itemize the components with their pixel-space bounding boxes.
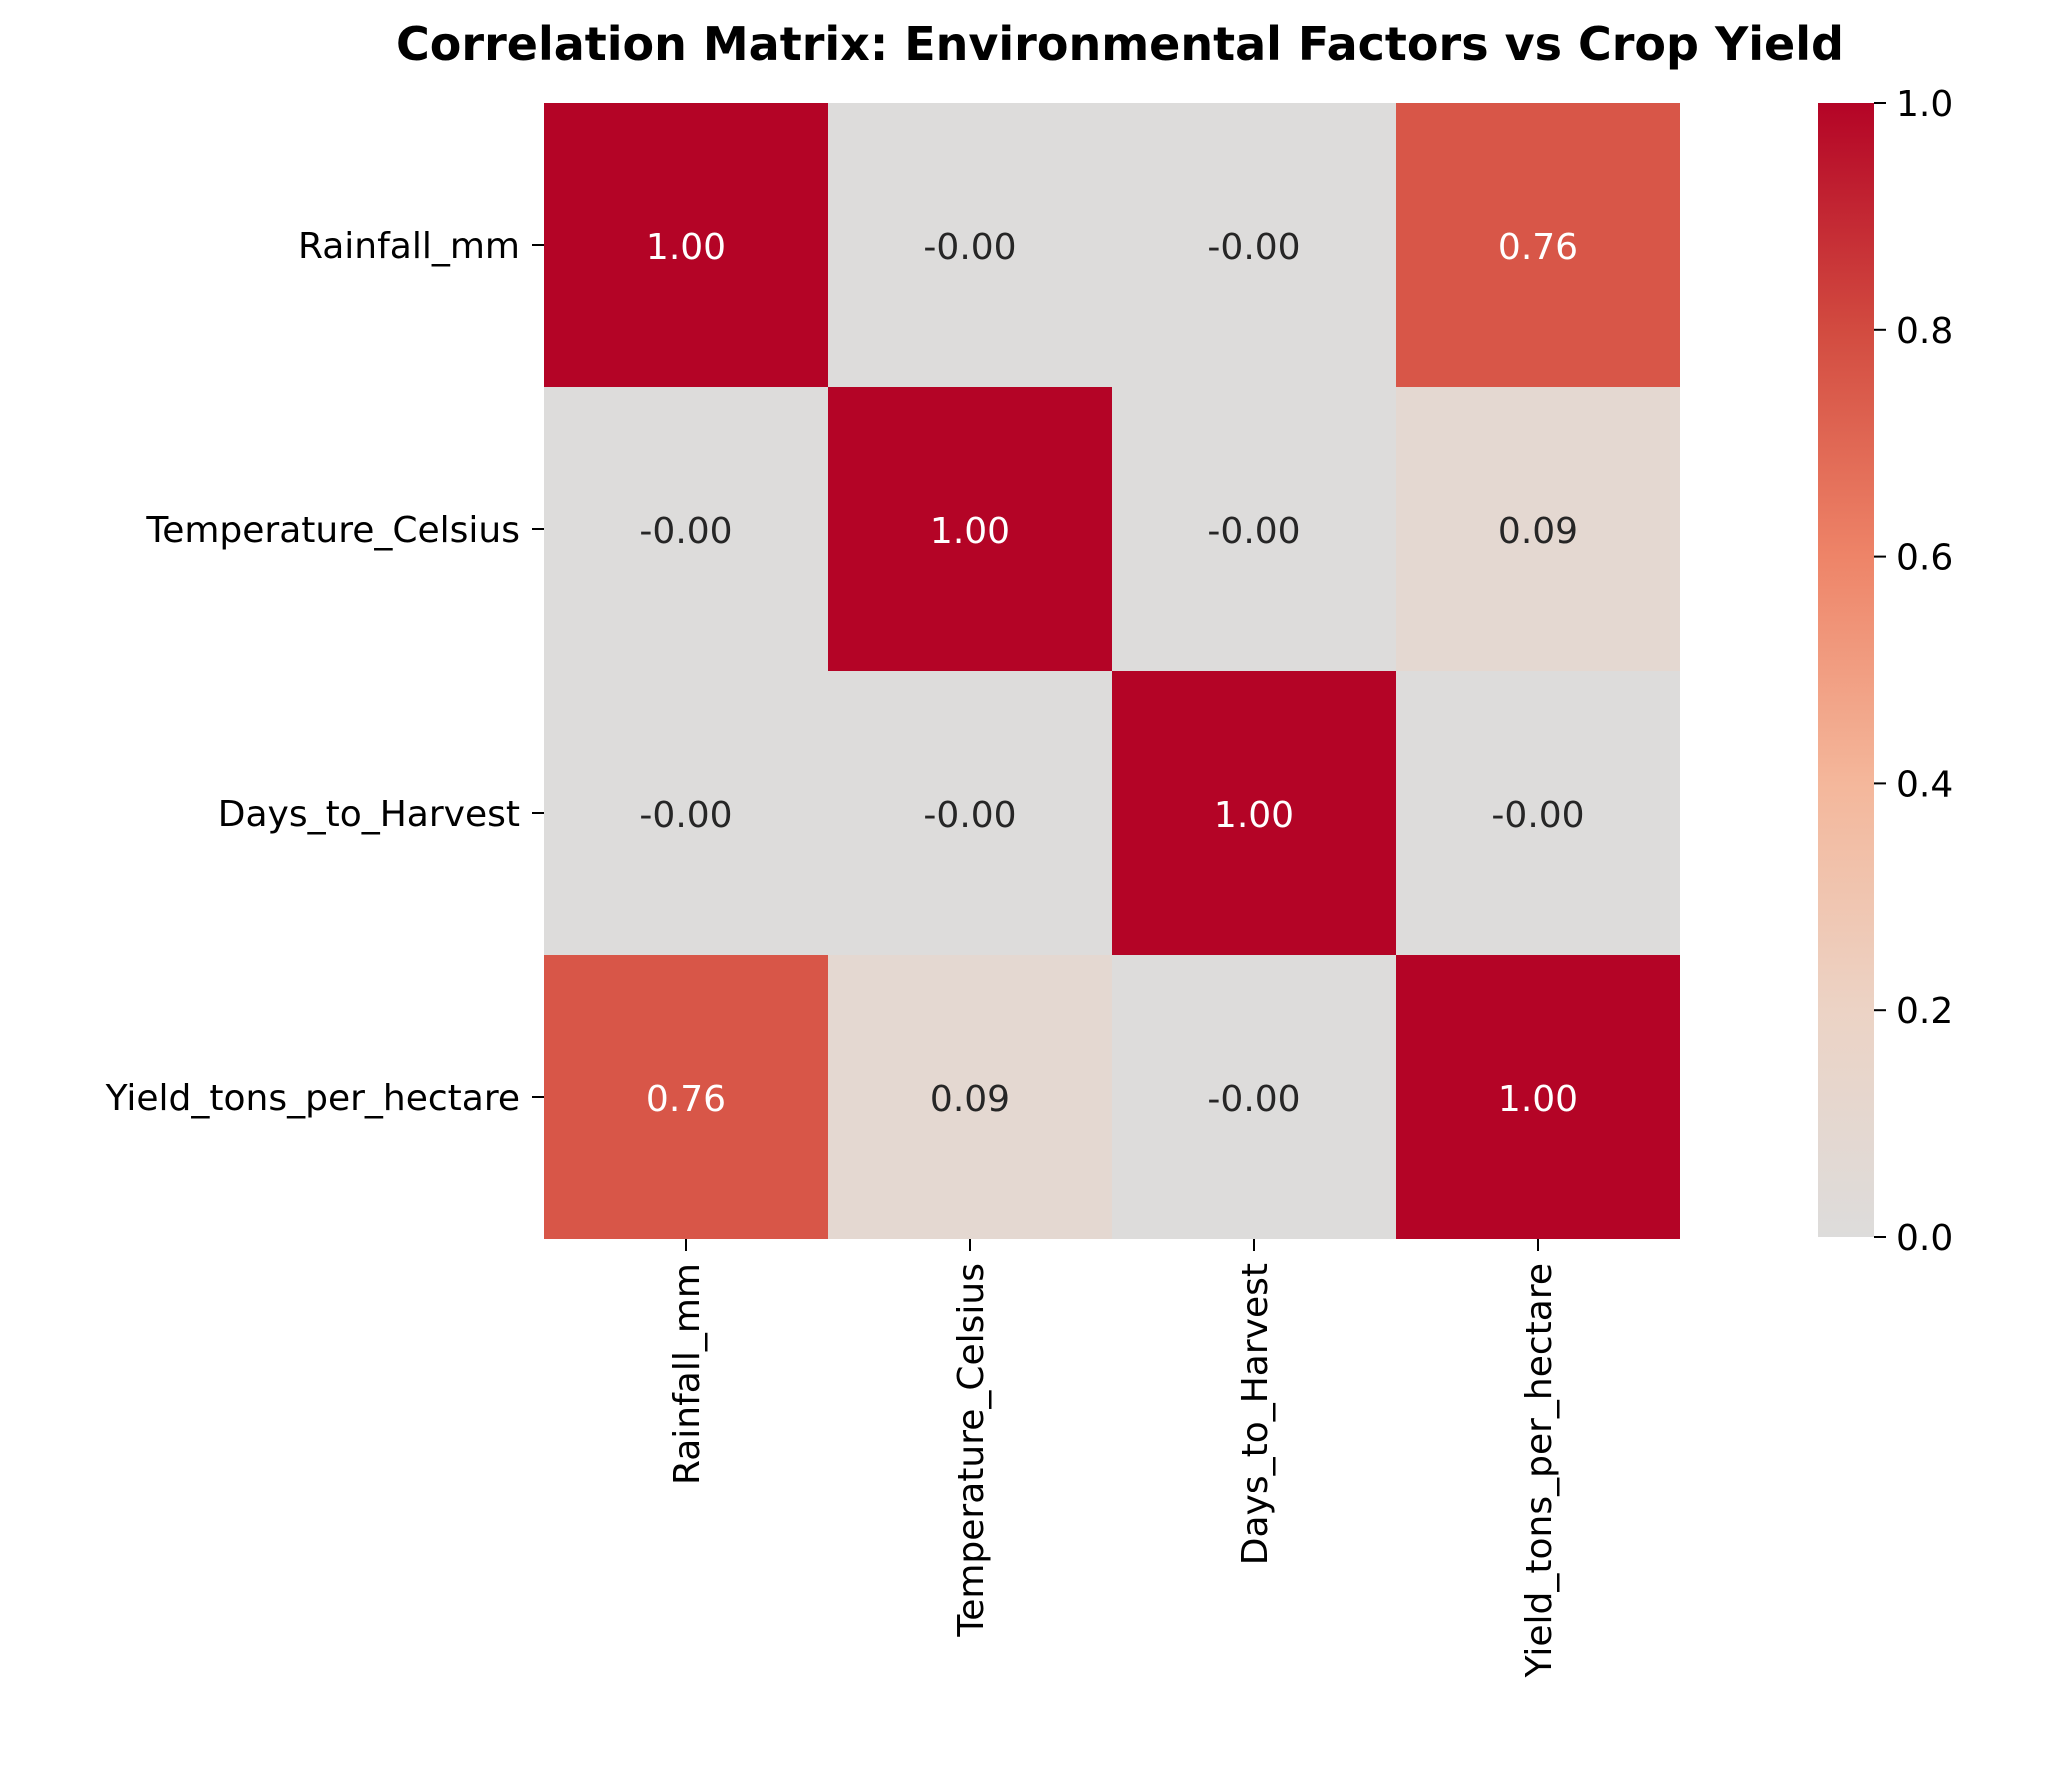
cell-value-label: 0.76: [1498, 227, 1578, 268]
y-tick-label: Rainfall_mm: [298, 226, 520, 267]
heatmap-cell: [1396, 103, 1680, 387]
heatmap-cell: [544, 955, 828, 1239]
chart-title: Correlation Matrix: Environmental Factor…: [396, 17, 1844, 71]
cell-value-label: -0.00: [923, 227, 1016, 268]
cell-value-label: -0.00: [923, 795, 1016, 836]
x-axis: Rainfall_mm Temperature_Celsius Days_to_Ha…: [667, 1239, 1560, 1678]
y-tick-label: Temperature_Celsius: [145, 510, 520, 551]
colorbar-tick-label: 0.0: [1896, 1218, 1953, 1259]
colorbar-tick-label: 1.0: [1896, 84, 1953, 125]
heatmap-cell: [828, 955, 1112, 1239]
heatmap-cell: [544, 387, 828, 671]
heatmap-cell: [1396, 387, 1680, 671]
heatmap-cell: [544, 103, 828, 387]
colorbar-gradient: [1818, 103, 1874, 1237]
heatmap-cell: [828, 103, 1112, 387]
cell-value-label: -0.00: [1207, 227, 1300, 268]
colorbar: 0.0 0.2 0.4 0.6 0.8 1.0: [1818, 84, 1953, 1259]
x-tick-label: Yield_tons_per_hectare: [1519, 1263, 1560, 1678]
heatmap-cell: [1112, 671, 1396, 955]
heatmap-cells: 1.00 -0.00 -0.00 0.76 -0.00 1.00 -0.00 0.09 -0.0…: [544, 103, 1680, 1239]
cell-value-label: -0.00: [639, 795, 732, 836]
cell-value-label: -0.00: [1491, 795, 1584, 836]
cell-value-label: 0.09: [1498, 511, 1578, 552]
cell-value-label: 1.00: [930, 511, 1010, 552]
colorbar-tick-label: 0.2: [1896, 991, 1953, 1032]
heatmap-cell: [544, 671, 828, 955]
x-tick-label: Rainfall_mm: [667, 1263, 708, 1485]
cell-value-label: 0.76: [646, 1079, 726, 1120]
y-tick-label: Yield_tons_per_hectare: [105, 1078, 520, 1119]
heatmap-cell: [1396, 955, 1680, 1239]
x-tick-label: Days_to_Harvest: [1235, 1263, 1276, 1565]
cell-value-label: 0.09: [930, 1079, 1010, 1120]
y-axis: Rainfall_mm Temperature_Celsius Days_to_Ha…: [105, 226, 544, 1119]
y-tick-label: Days_to_Harvest: [218, 794, 520, 835]
cell-value-label: 1.00: [1214, 795, 1294, 836]
colorbar-tick-label: 0.8: [1896, 311, 1953, 352]
heatmap-cell: [1396, 671, 1680, 955]
colorbar-tick-label: 0.4: [1896, 764, 1953, 805]
heatmap-cell: [828, 671, 1112, 955]
cell-value-label: -0.00: [639, 511, 732, 552]
heatmap-cell: [828, 387, 1112, 671]
colorbar-ticks: 0.0 0.2 0.4 0.6 0.8 1.0: [1874, 84, 1953, 1259]
x-tick-label: Temperature_Celsius: [951, 1263, 992, 1638]
cell-value-label: -0.00: [1207, 511, 1300, 552]
cell-value-label: -0.00: [1207, 1079, 1300, 1120]
heatmap-cell: [1112, 103, 1396, 387]
heatmap-cell: [1112, 955, 1396, 1239]
cell-value-label: 1.00: [646, 227, 726, 268]
cell-value-label: 1.00: [1498, 1079, 1578, 1120]
colorbar-tick-label: 0.6: [1896, 538, 1953, 579]
heatmap-cell: [1112, 387, 1396, 671]
